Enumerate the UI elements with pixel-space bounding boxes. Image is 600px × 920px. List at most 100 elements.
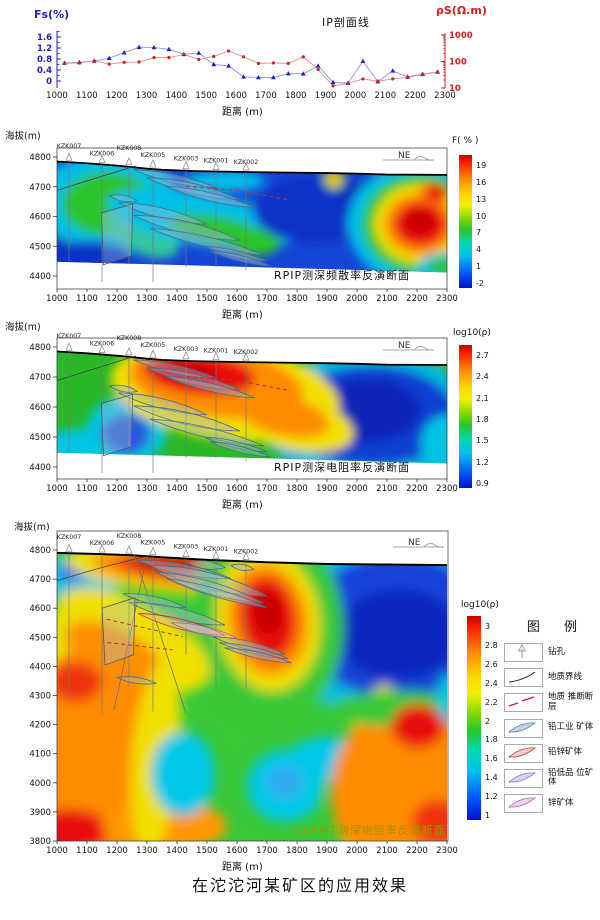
ore-lens-pb [164, 185, 256, 208]
colorbar-tick: 19 [476, 161, 487, 170]
svg-text:1100: 1100 [76, 846, 98, 856]
svg-text:4800: 4800 [29, 546, 51, 556]
colorbar-tick: 2 [485, 716, 491, 726]
svg-text:1200: 1200 [106, 484, 128, 494]
svg-text:2100: 2100 [374, 91, 396, 101]
legend-item: 钻孔 [504, 643, 600, 662]
legend-item-label: 地质界线 [548, 671, 583, 682]
ore-lens-pb [122, 593, 187, 609]
contour-fs [57, 161, 447, 273]
colorbar-tick: 2.1 [476, 393, 489, 403]
svg-text:1600: 1600 [226, 484, 248, 494]
svg-text:1600: 1600 [225, 91, 247, 101]
pb_lowgrade-icon [504, 768, 543, 788]
svg-text:4500: 4500 [29, 242, 51, 252]
svg-text:2200: 2200 [404, 91, 426, 101]
svg-text:NE: NE [408, 538, 421, 548]
legend-item: 铅工业 矿体 [504, 718, 600, 738]
legend-item: 地质界线 [504, 668, 600, 687]
topography-line [56, 551, 448, 567]
colorbar-tick: 1.5 [476, 436, 489, 446]
sec2-xaxis-label: 距离 (m) [222, 500, 263, 511]
borehole-arrow [98, 154, 106, 163]
svg-text:4600: 4600 [29, 604, 51, 614]
svg-text:2000: 2000 [346, 294, 368, 304]
fault-line [185, 185, 289, 201]
colorbar-tick: 2.4 [485, 678, 498, 688]
borehole-arrow [98, 344, 106, 353]
borehole-arrow [242, 162, 250, 171]
svg-text:KZK008: KZK008 [117, 335, 142, 342]
borehole-arrow [182, 548, 190, 558]
colorbar-tick: 4 [476, 245, 482, 255]
ore-block [100, 393, 134, 457]
svg-text:1400: 1400 [166, 294, 188, 304]
svg-text:1.2: 1.2 [37, 44, 52, 54]
colorbar-tick: 1.8 [476, 415, 489, 424]
fault-line [106, 618, 184, 638]
cbar3-label: log10(ρ) [461, 600, 499, 610]
figure-title: 在沱沱河某矿区的应用效果 [191, 876, 408, 895]
ip-profile-title: IP剖面线 [322, 16, 370, 29]
ore-lens-pb [209, 441, 271, 458]
ore-lens-pb [212, 636, 286, 655]
borehole-arrow [125, 347, 133, 356]
colorbar-tick: 2.7 [476, 351, 489, 360]
svg-text:4600: 4600 [29, 213, 51, 223]
svg-text:1000: 1000 [46, 484, 68, 494]
borehole-arrow [212, 351, 220, 360]
cbar3 [467, 616, 481, 820]
svg-text:KZK003: KZK003 [174, 346, 199, 353]
ore-lens-pb [184, 560, 227, 570]
svg-text:1000: 1000 [46, 294, 68, 304]
svg-text:1200: 1200 [106, 91, 128, 101]
svg-text:KZK006: KZK006 [90, 540, 115, 547]
colorbar-tick: 13 [476, 194, 487, 204]
svg-text:KZK001: KZK001 [204, 546, 229, 553]
borehole-arrow [65, 543, 73, 552]
svg-text:KZK006: KZK006 [90, 341, 115, 348]
p1-xaxis-label: 距离 (m) [222, 107, 263, 118]
ore-lens-pb [118, 392, 208, 416]
zn-icon [504, 794, 543, 814]
ore-lens-pb [137, 560, 232, 579]
fault-icon [504, 693, 543, 713]
svg-text:10: 10 [449, 84, 461, 94]
borehole-arrow [242, 352, 250, 361]
ore-block [101, 597, 136, 666]
svg-text:1200: 1200 [106, 294, 128, 304]
svg-text:2200: 2200 [406, 846, 428, 856]
colorbar-tick: 1.2 [476, 457, 489, 467]
sec1-caption: RPIP测深频散率反演断面 [274, 269, 411, 282]
sec2-elev-label: 海拔(m) [5, 322, 41, 333]
svg-text:4300: 4300 [29, 692, 51, 702]
hill-glyph [423, 543, 445, 548]
svg-text:0.8: 0.8 [37, 55, 52, 65]
svg-text:KZK008: KZK008 [117, 145, 142, 152]
ore-lens-pb [218, 642, 289, 659]
colorbar-tick: 16 [476, 177, 487, 187]
ore-lens-zn [170, 622, 238, 639]
svg-text:1300: 1300 [136, 294, 158, 304]
ore-lens-pb [230, 563, 255, 571]
borehole-arrow [149, 349, 157, 358]
svg-text:1900: 1900 [316, 846, 338, 856]
boundary-icon [504, 668, 543, 687]
ore-lens-pb [149, 418, 265, 447]
legend-title: 图 例 [526, 620, 588, 635]
svg-text:KZK003: KZK003 [174, 544, 199, 551]
pbzn-icon [504, 743, 543, 763]
legend-item-label: 锌矿体 [548, 797, 574, 808]
colorbar-tick: 2.4 [476, 372, 489, 382]
svg-text:4700: 4700 [29, 183, 51, 193]
svg-text:3900: 3900 [29, 808, 51, 818]
svg-text:KZK005: KZK005 [141, 342, 166, 349]
topography-line [56, 350, 448, 366]
svg-text:KZK008: KZK008 [117, 533, 142, 540]
svg-text:1600: 1600 [226, 294, 248, 304]
svg-text:1100: 1100 [76, 294, 98, 304]
svg-text:4800: 4800 [29, 343, 51, 353]
svg-text:1600: 1600 [226, 846, 248, 856]
